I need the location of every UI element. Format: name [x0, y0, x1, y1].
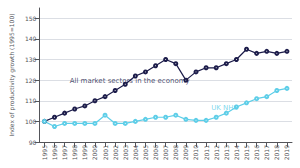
svg-text:2016: 2016 — [253, 145, 260, 160]
svg-text:2014: 2014 — [233, 145, 240, 160]
svg-text:UK NHS: UK NHS — [211, 104, 238, 112]
svg-text:2018: 2018 — [273, 145, 280, 160]
svg-text:2008: 2008 — [172, 145, 179, 160]
svg-text:1999: 1999 — [81, 145, 88, 160]
svg-text:Index of productivity growth (: Index of productivity growth (1995=100) — [8, 13, 16, 136]
svg-text:2010: 2010 — [192, 145, 199, 160]
svg-text:2017: 2017 — [263, 145, 270, 160]
svg-text:2002: 2002 — [112, 145, 119, 160]
svg-text:2011: 2011 — [203, 145, 210, 160]
svg-text:2004: 2004 — [132, 145, 139, 160]
svg-text:2012: 2012 — [213, 145, 220, 160]
svg-text:150: 150 — [25, 15, 37, 22]
svg-text:1996: 1996 — [51, 145, 58, 160]
svg-text:110: 110 — [25, 97, 37, 104]
svg-text:1998: 1998 — [71, 145, 78, 160]
svg-text:130: 130 — [25, 56, 37, 63]
svg-text:90: 90 — [29, 139, 37, 146]
svg-text:100: 100 — [25, 118, 37, 125]
svg-text:2009: 2009 — [182, 145, 189, 160]
svg-text:2003: 2003 — [122, 145, 129, 160]
svg-text:1997: 1997 — [61, 145, 68, 160]
svg-text:All market sectors in the econ: All market sectors in the economy — [70, 77, 190, 85]
svg-text:2006: 2006 — [152, 145, 159, 160]
svg-text:2005: 2005 — [142, 145, 149, 160]
svg-text:2013: 2013 — [223, 145, 230, 160]
svg-text:2007: 2007 — [162, 145, 169, 160]
svg-text:120: 120 — [25, 77, 37, 84]
svg-text:1995: 1995 — [41, 145, 48, 160]
svg-text:140: 140 — [25, 35, 37, 42]
svg-text:2000: 2000 — [91, 145, 98, 160]
svg-text:2019: 2019 — [283, 145, 290, 160]
svg-text:2001: 2001 — [102, 145, 109, 160]
svg-text:2015: 2015 — [243, 145, 250, 160]
